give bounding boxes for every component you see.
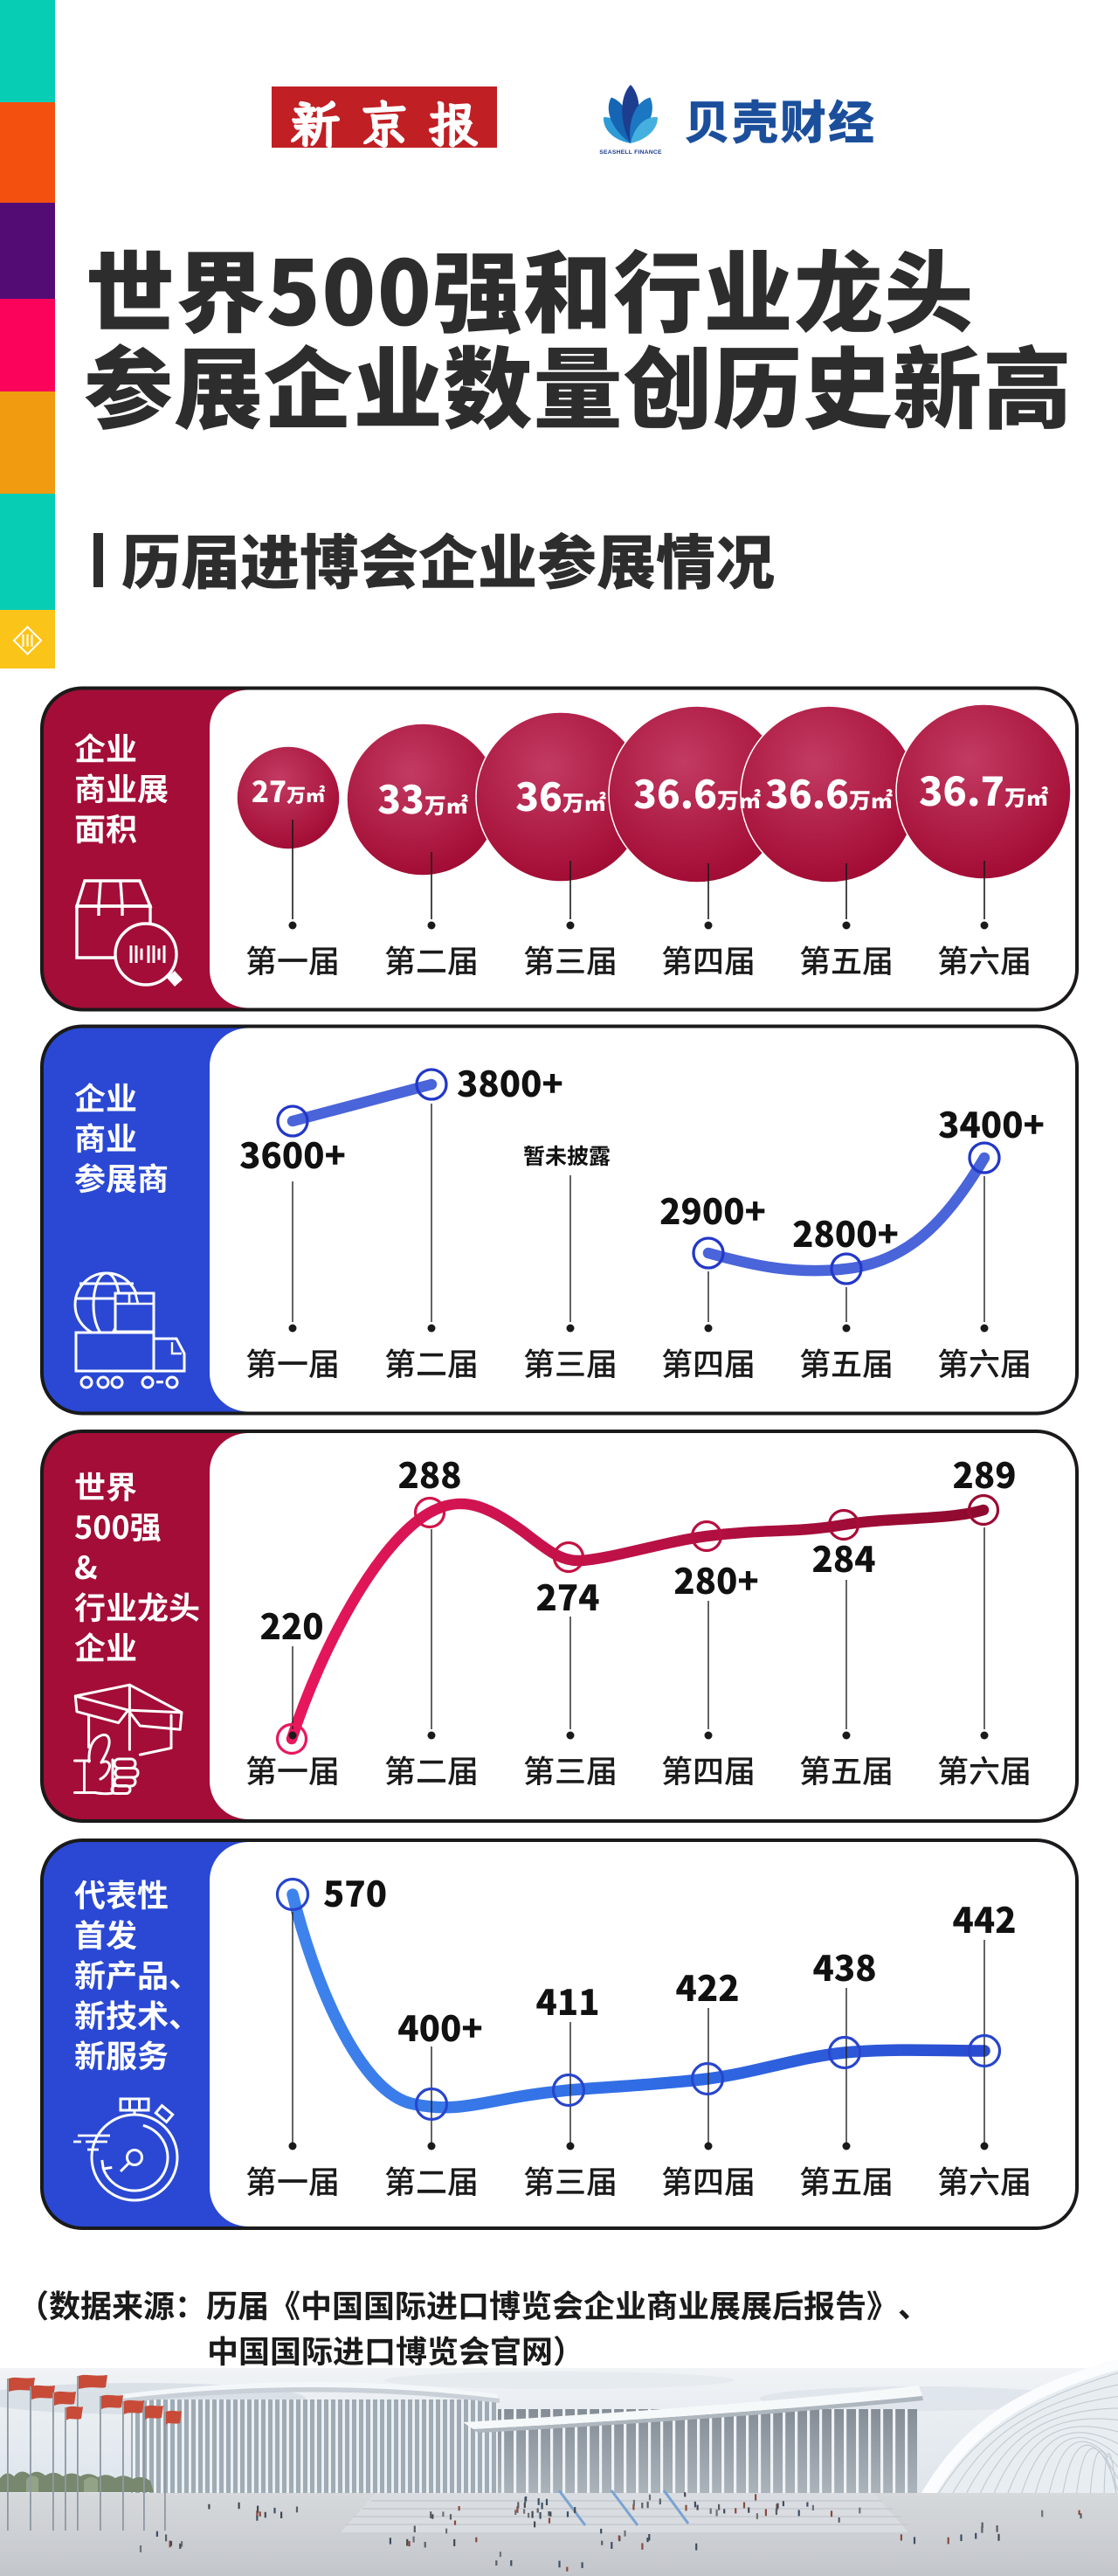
svg-text:SEASHELL FINANCE: SEASHELL FINANCE <box>599 149 662 156</box>
